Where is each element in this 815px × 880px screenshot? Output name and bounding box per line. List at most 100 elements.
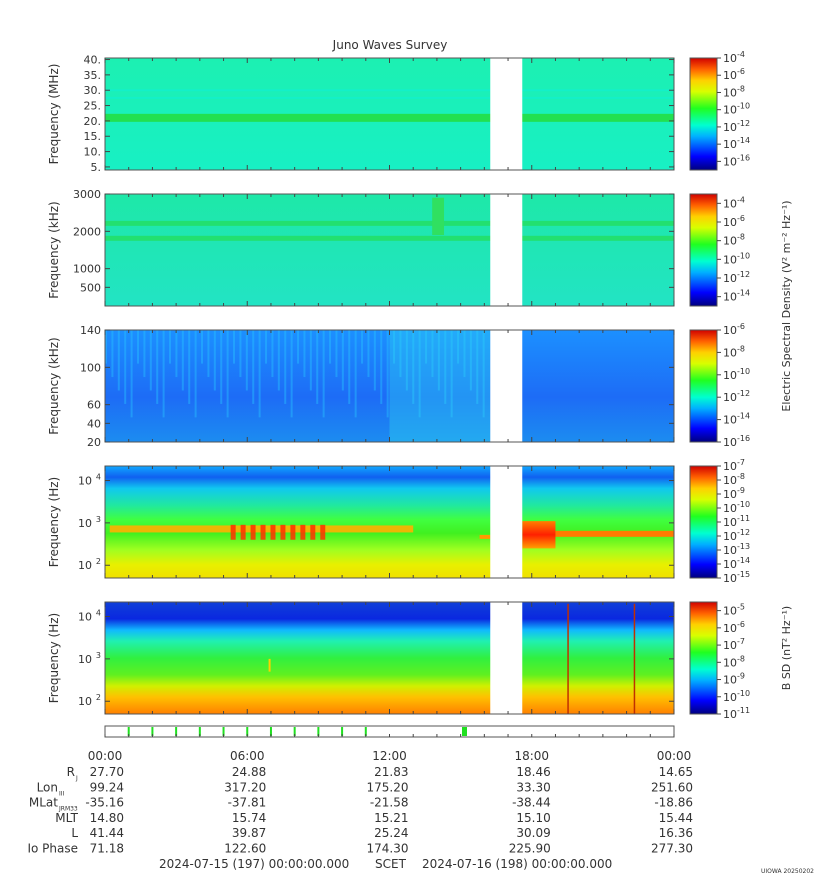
- emission-streak: [188, 330, 191, 404]
- footer-start-time: 2024-07-15 (197) 00:00:00.000: [159, 857, 349, 871]
- data-gap: [490, 193, 523, 307]
- emission-streak: [335, 330, 338, 378]
- emission-streak: [277, 330, 280, 391]
- emission-burst: [230, 524, 236, 540]
- colorbar-tick-exponent: -15: [737, 570, 750, 579]
- spectrogram-panel-2: 500 1000 2000 3000 Frequency (kHz): [47, 188, 675, 307]
- ephemeris-row-subscript: J: [75, 775, 78, 782]
- colorbar-gradient: [689, 601, 718, 715]
- colorbar-tick-exponent: -12: [737, 528, 750, 537]
- emission-streak: [194, 330, 197, 418]
- y-axis-label: Frequency (kHz): [47, 201, 61, 298]
- y-tick-exponent: 2: [96, 693, 101, 702]
- emission-burst: [240, 524, 246, 540]
- footer-stamp: UIOWA 20250202: [761, 868, 814, 875]
- colorbar-tick-exponent: -8: [737, 84, 745, 93]
- ephemeris-value: 15.21: [374, 811, 408, 825]
- emission-streak: [444, 330, 447, 404]
- ephemeris-value: 24.88: [232, 765, 266, 779]
- timeline-mark: [151, 727, 154, 736]
- colorbar-tick-label: 10: [723, 291, 737, 304]
- timeline-mark: [293, 727, 296, 736]
- colorbar-tick-exponent: -6: [737, 214, 745, 223]
- colorbar-tick-exponent: -11: [737, 514, 750, 523]
- emission-streak: [303, 330, 306, 378]
- y-tick-label: 5.: [91, 161, 102, 174]
- spectrogram-image: [105, 466, 674, 578]
- ephemeris-row-subscript: JRM33: [58, 806, 78, 813]
- colorbar-tick-exponent: -16: [737, 434, 750, 443]
- y-tick-exponent: 3: [96, 515, 101, 524]
- timeline-mark: [198, 727, 201, 736]
- data-gap: [490, 465, 523, 579]
- ephemeris-table: 00:00 06:00 12:00 18:00 00:00 R J 27.70 24.88 21.…: [27, 749, 693, 856]
- colorbar-tick-exponent: -8: [737, 654, 745, 663]
- ephemeris-value: 30.09: [516, 826, 550, 840]
- colorbar-tick-label: 10: [723, 544, 737, 557]
- emission-band: [479, 534, 491, 539]
- emission-streak: [149, 330, 152, 391]
- timeline-mark: [341, 727, 344, 736]
- y-axis-label: Frequency (kHz): [47, 337, 61, 434]
- emission-streak: [322, 330, 325, 418]
- emission-streak: [130, 330, 133, 418]
- colorbar-gradient: [689, 329, 718, 443]
- time-label: 00:00: [88, 749, 123, 763]
- data-gap: [490, 329, 523, 443]
- time-label: 18:00: [514, 749, 549, 763]
- ephemeris-value: 39.87: [232, 826, 266, 840]
- ephemeris-value: -18.86: [654, 796, 693, 810]
- colorbar-tick-label: 10: [723, 216, 737, 229]
- colorbar-tick-exponent: -10: [737, 500, 750, 509]
- colorbar-tick-exponent: -16: [737, 153, 750, 162]
- colorbar-tick-label: 10: [723, 708, 737, 721]
- y-tick-label: 40: [87, 417, 101, 430]
- colorbar-tick-label: 10: [723, 605, 737, 618]
- emission-streak: [290, 330, 293, 418]
- ephemeris-row-label: L: [71, 826, 78, 840]
- emission-streak: [137, 330, 140, 364]
- ephemeris-row-label: MLat: [29, 796, 58, 810]
- y-tick-label: 60: [87, 399, 101, 412]
- y-tick-label: 10: [78, 559, 92, 572]
- emission-streak: [437, 330, 440, 391]
- colorbar-tick-label: 10: [723, 530, 737, 543]
- y-tick-label: 100: [80, 361, 101, 374]
- emission-streak: [233, 330, 236, 364]
- emission-band: [105, 235, 674, 241]
- magnetic-colorbar-label: B SD (nT² Hz⁻¹): [780, 606, 793, 690]
- emission-band: [105, 89, 674, 92]
- ephemeris-value: 71.18: [90, 842, 124, 856]
- colorbar-tick-label: 10: [723, 86, 737, 99]
- timeline-mark: [364, 727, 367, 736]
- time-label: 00:00: [657, 749, 692, 763]
- y-tick-label: 3000: [73, 188, 101, 201]
- ephemeris-value: 18.46: [516, 765, 550, 779]
- footer-end-time: 2024-07-16 (198) 00:00:00.000: [422, 857, 612, 871]
- colorbar-tick-label: 10: [723, 516, 737, 529]
- emission-streak: [226, 330, 229, 418]
- colorbar-tick-exponent: -8: [737, 472, 745, 481]
- figure-title: Juno Waves Survey: [332, 38, 448, 52]
- emission-streak: [348, 330, 351, 404]
- colorbar-tick-label: 10: [723, 121, 737, 134]
- y-tick-label: 10.: [84, 146, 102, 159]
- emission-streak: [463, 330, 466, 378]
- ephemeris-value: 175.20: [367, 780, 409, 794]
- colorbar-tick-exponent: -14: [737, 136, 750, 145]
- ephemeris-value: -35.16: [85, 796, 124, 810]
- colorbar-tick-label: 10: [723, 460, 737, 473]
- y-tick-exponent: 2: [96, 557, 101, 566]
- emission-streak: [361, 330, 364, 364]
- emission-streak: [105, 330, 107, 364]
- emission-streak: [258, 330, 261, 418]
- colorbar-tick-label: 10: [723, 138, 737, 151]
- colorbar-tick-label: 10: [723, 502, 737, 515]
- colorbar-tick-exponent: -10: [737, 367, 750, 376]
- emission-streak: [181, 330, 184, 391]
- emission-patch: [389, 330, 491, 442]
- colorbar-tick-label: 10: [723, 436, 737, 449]
- ephemeris-value: 41.44: [90, 826, 124, 840]
